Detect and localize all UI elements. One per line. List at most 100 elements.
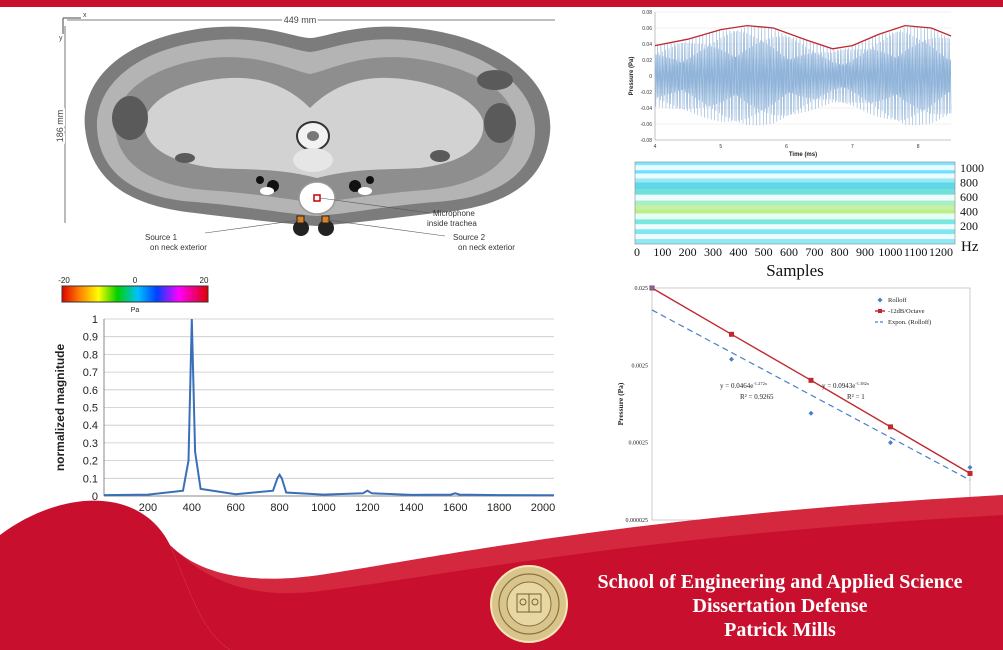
y-tick-label: 0.06 — [642, 26, 652, 32]
y-axis-unit: Hz — [961, 239, 979, 255]
x-tick-label: 1000 — [311, 502, 335, 514]
colorbar-mid: 0 — [133, 276, 138, 285]
y-tick-label: 0.00025 — [629, 441, 649, 447]
x-tick-label: 700 — [805, 245, 823, 259]
y-tick-label: 0.5 — [83, 403, 98, 415]
y-tick-label: -0.08 — [641, 138, 653, 144]
x-tick-label: 900 — [856, 245, 874, 259]
y-tick-label: 0.025 — [635, 286, 649, 292]
presenter-name: Patrick Mills — [724, 619, 836, 641]
spectrogram-band — [635, 239, 955, 244]
fit-r2-1: R² = 0.9265 — [740, 393, 774, 401]
spectrogram-band — [635, 189, 955, 195]
x-tick-label: 1800 — [487, 502, 511, 514]
y-tick-label: 0.04 — [642, 42, 652, 48]
legend-label-db: -12dB/Octave — [888, 308, 925, 315]
axis-x-label: x — [83, 12, 87, 19]
x-tick-label: 1600 — [443, 502, 467, 514]
rolloff-point — [729, 356, 734, 362]
pressure-signal — [654, 26, 952, 126]
y-tick-label: 0.1 — [83, 473, 98, 485]
axis-indicator: x y — [59, 12, 87, 42]
x-tick-label: 4 — [654, 144, 657, 150]
x-tick-label: 300 — [704, 245, 722, 259]
y-tick-label: 1000 — [960, 161, 984, 175]
y-tick-label: -0.02 — [641, 90, 653, 96]
y-tick-label: 0.02 — [642, 58, 652, 64]
y-tick-label: -0.04 — [641, 106, 653, 112]
y-axis-title: Pressure (Pa) — [616, 382, 625, 425]
y-tick-label: 400 — [960, 205, 978, 219]
top-bar — [0, 0, 1003, 7]
spectrogram-band — [635, 224, 955, 230]
db-octave-point — [808, 377, 814, 383]
source-1-label-line2: on neck exterior — [150, 243, 207, 252]
y-tick-label: 0.3 — [83, 438, 98, 450]
spectrogram-band — [635, 170, 955, 174]
footer-text: School of Engineering and Applied Scienc… — [560, 570, 1000, 642]
legend-label-rolloff: Rolloff — [888, 297, 907, 304]
y-tick-label: 0.7 — [83, 367, 98, 379]
school-name: School of Engineering and Applied Scienc… — [597, 571, 963, 593]
neck-cross-section: x y 449 mm 186 mm Microphone inside tr — [55, 12, 555, 252]
spectrogram-band — [635, 219, 955, 225]
legend-marker-rolloff — [877, 297, 883, 303]
y-tick-label: 0.0025 — [632, 363, 649, 369]
x-tick-label: 800 — [270, 502, 288, 514]
axis-y-label: y — [59, 35, 63, 42]
x-axis-title: Time (ms) — [789, 152, 817, 158]
event-name: Dissertation Defense — [692, 595, 868, 617]
db-octave-point — [729, 331, 734, 337]
fit-equation-2-exponent: -1.382x — [855, 381, 870, 386]
university-seal — [490, 565, 568, 643]
x-tick-label: 600 — [227, 502, 245, 514]
legend-marker-db — [878, 309, 882, 313]
spectrogram-band — [635, 229, 955, 235]
x-tick-label: 5 — [719, 144, 722, 150]
x-tick-label: 100 — [653, 245, 671, 259]
rolloff-point — [967, 464, 973, 470]
y-tick-label: 0.000025 — [626, 518, 649, 524]
colorbar-max: 20 — [200, 276, 209, 285]
y-tick-label: -0.06 — [641, 122, 653, 128]
x-tick-label: 1200 — [929, 245, 953, 259]
rolloff-point — [888, 440, 893, 446]
y-tick-label: 1 — [92, 314, 98, 326]
rolloff-point — [649, 285, 655, 291]
envelope-line — [654, 24, 952, 50]
height-dimension: 186 mm — [55, 110, 65, 143]
y-tick-label: 600 — [960, 190, 978, 204]
y-axis-title: Pressure (Pa) — [629, 57, 635, 96]
x-tick-label: 800 — [831, 245, 849, 259]
y-tick-label: 800 — [960, 176, 978, 190]
y-tick-label: 0 — [92, 491, 98, 503]
spectrogram-band — [635, 162, 955, 166]
expon-fit-line — [651, 309, 971, 481]
spectrogram-band — [635, 178, 955, 183]
spectrogram-frame — [634, 161, 956, 245]
x-tick-label: 0 — [634, 245, 640, 259]
x-tick-label: 6 — [785, 144, 788, 150]
x-tick-label: 600 — [780, 245, 798, 259]
y-tick-label: 0 — [649, 74, 652, 80]
y-tick-label: 0.2 — [83, 456, 98, 468]
spectrogram-band — [635, 209, 955, 214]
spectrogram-band — [635, 173, 955, 179]
y-tick-label: 0.8 — [83, 349, 98, 361]
x-tick-label: 1100 — [904, 245, 928, 259]
fit-equation-1-exponent: -1.272x — [753, 381, 768, 386]
fit-equation-1: y = 0.0464e-1.272x — [720, 381, 768, 390]
x-tick-label: 500 — [755, 245, 773, 259]
colorbar-min: -20 — [58, 276, 70, 285]
source-1-marker — [296, 215, 305, 224]
spectrogram-band — [635, 200, 955, 206]
y-tick-label: 0.9 — [83, 332, 98, 344]
colorbar-unit: Pa — [131, 307, 140, 314]
pressure-colorbar: -20 0 20 Pa — [58, 276, 209, 314]
spectrogram-band — [635, 194, 955, 201]
spectrogram-band — [635, 213, 955, 220]
x-tick-label: 200 — [139, 502, 157, 514]
y-tick-label: 0.6 — [83, 385, 98, 397]
